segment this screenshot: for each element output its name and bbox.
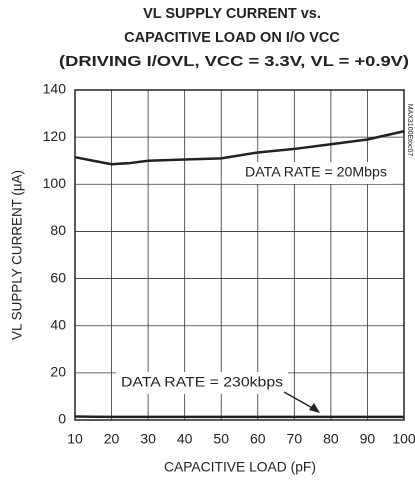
plot-frame (74, 89, 405, 421)
data-line (74, 130, 405, 166)
y-tick-label: 60 (50, 269, 66, 285)
x-tick-label: 70 (287, 431, 303, 447)
label-bg (116, 372, 288, 394)
y-tick-label: 80 (50, 222, 66, 238)
x-tick-label: 20 (104, 431, 120, 447)
series-label: DATA RATE = 230kbps (121, 374, 283, 390)
arrow (283, 391, 317, 411)
label-bg (240, 162, 392, 184)
x-axis-label: CAPACITIVE LOAD (pF) (164, 459, 316, 475)
chart-title: (DRIVING I/OVL, VCC = 3.3V, VL = +0.9V) (59, 54, 409, 70)
y-tick-label: 20 (50, 364, 66, 380)
series-label: DATA RATE = 20Mbps (245, 164, 387, 180)
y-tick-label: 100 (43, 175, 67, 191)
x-tick-label: 100 (392, 431, 415, 447)
y-axis-label: VL SUPPLY CURRENT (µA) (9, 170, 25, 340)
x-tick-label: 30 (140, 431, 156, 447)
y-tick-label: 120 (43, 128, 67, 144)
y-tick-label: 40 (50, 316, 66, 332)
y-tick-label: 140 (43, 81, 67, 97)
x-tick-label: 80 (323, 431, 339, 447)
x-tick-label: 60 (250, 431, 266, 447)
x-tick-label: 40 (177, 431, 193, 447)
x-tick-label: 50 (213, 431, 229, 447)
chart-title: CAPACITIVE LOAD ON I/O VCC (124, 30, 340, 46)
x-tick-label: 10 (67, 431, 83, 447)
arrow-head (309, 403, 320, 413)
y-tick-label: 0 (58, 411, 66, 427)
x-tick-label: 90 (360, 431, 376, 447)
chart-title: VL SUPPLY CURRENT vs. (143, 6, 321, 22)
watermark: MAX3100Etoc07 (406, 104, 413, 157)
